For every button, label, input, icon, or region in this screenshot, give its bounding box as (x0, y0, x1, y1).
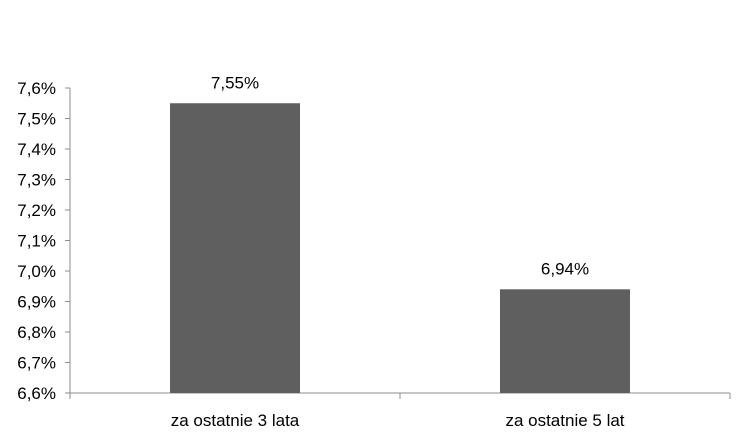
x-category-label: za ostatnie 5 lat (505, 411, 624, 430)
y-tick-label: 6,6% (17, 384, 56, 403)
data-labels: 7,55% 6,94% (211, 73, 589, 278)
y-tick-label: 7,3% (17, 171, 56, 190)
y-tick-label: 7,5% (17, 110, 56, 129)
bar-2 (500, 289, 630, 393)
x-axis: za ostatnie 3 lata za ostatnie 5 lat (69, 392, 731, 430)
y-tick-label: 7,4% (17, 140, 56, 159)
bar-1 (170, 103, 300, 393)
y-tick-label: 7,1% (17, 232, 56, 251)
y-tick-label: 6,7% (17, 354, 56, 373)
y-axis: 6,6% 6,7% 6,8% 6,9% 7,0% 7,1% 7,2% 7,3% 7,4% 7,5%… (17, 79, 71, 403)
data-label-1: 7,55% (211, 73, 259, 92)
y-tick-label: 7,0% (17, 262, 56, 281)
y-tick-label: 7,6% (17, 79, 56, 98)
y-tick-label: 7,2% (17, 201, 56, 220)
y-tick-label: 6,8% (17, 323, 56, 342)
y-tick-label: 6,9% (17, 293, 56, 312)
bars (170, 103, 630, 393)
x-category-label: za ostatnie 3 lata (171, 411, 300, 430)
data-label-2: 6,94% (541, 259, 589, 278)
